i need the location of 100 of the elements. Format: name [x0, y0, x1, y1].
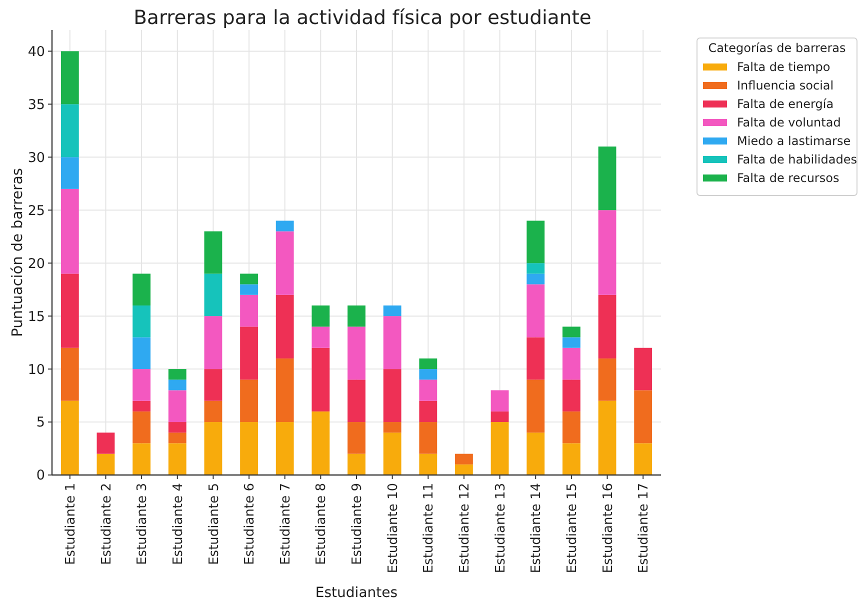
- x-tick-label: Estudiante 7: [278, 483, 294, 565]
- bar: [276, 220, 294, 232]
- bar: [490, 422, 509, 475]
- bar: [562, 411, 580, 444]
- x-tick-label: Estudiante 6: [242, 483, 258, 565]
- bar: [562, 326, 580, 338]
- bar: [312, 305, 330, 327]
- bar: [204, 400, 222, 422]
- bar: [348, 422, 366, 454]
- bar: [204, 231, 222, 274]
- bar: [526, 220, 545, 264]
- y-tick-label: 25: [28, 202, 45, 219]
- x-tick-label: Estudiante 9: [350, 483, 366, 565]
- bar: [526, 337, 545, 380]
- x-tick-label: Estudiante 5: [206, 483, 222, 565]
- bar: [132, 400, 151, 412]
- bar: [132, 305, 151, 338]
- legend-label: Falta de voluntad: [737, 116, 841, 130]
- bar: [634, 390, 652, 444]
- bar: [419, 369, 438, 380]
- bar: [60, 188, 79, 274]
- legend-label: Falta de energía: [737, 97, 834, 112]
- bar: [562, 337, 580, 348]
- x-tick-label: Estudiante 2: [99, 483, 114, 565]
- y-tick-label: 30: [28, 150, 45, 166]
- y-tick-label: 40: [28, 44, 45, 60]
- bar: [276, 231, 294, 295]
- bar: [312, 411, 330, 475]
- bar: [526, 274, 545, 284]
- x-tick-label: Estudiante 12: [458, 483, 473, 574]
- bar: [598, 146, 616, 210]
- legend-label: Falta de habilidades: [737, 152, 857, 167]
- bar: [204, 422, 222, 475]
- bar: [60, 400, 79, 475]
- y-tick-label: 15: [28, 308, 45, 325]
- bar: [562, 380, 580, 412]
- y-axis-title: Puntuación de barreras: [10, 168, 26, 337]
- bar: [419, 358, 438, 370]
- bar: [132, 443, 151, 475]
- x-tick-label: Estudiante 11: [422, 483, 437, 574]
- bar: [598, 400, 616, 475]
- bar: [168, 422, 186, 433]
- bar: [240, 274, 258, 284]
- bar: [348, 380, 366, 422]
- x-axis-title: Estudiantes: [315, 585, 398, 601]
- x-tick-label: Estudiante 4: [170, 483, 186, 565]
- x-tick-label: Estudiante 13: [493, 483, 508, 574]
- bar: [526, 380, 545, 433]
- bar: [383, 316, 402, 370]
- bar: [132, 274, 151, 306]
- bar: [60, 51, 79, 104]
- bar: [455, 454, 473, 464]
- bar: [60, 274, 79, 348]
- bar: [526, 263, 545, 274]
- bar: [526, 432, 545, 475]
- bar: [383, 432, 402, 475]
- legend-title: Categorías de barreras: [708, 41, 846, 56]
- bar: [634, 443, 652, 475]
- legend-label: Falta de tiempo: [737, 60, 830, 74]
- y-tick-label: 5: [36, 414, 45, 431]
- bar: [168, 432, 186, 444]
- bar: [526, 284, 545, 338]
- bar: [312, 326, 330, 348]
- x-tick-label: Estudiante 3: [135, 483, 150, 565]
- bar: [240, 294, 258, 327]
- legend-label: Influencia social: [737, 78, 834, 93]
- x-tick-label: Estudiante 14: [529, 483, 544, 574]
- legend-label: Miedo a lastimarse: [737, 134, 851, 148]
- bar: [132, 411, 151, 444]
- bar: [240, 422, 258, 475]
- bar: [348, 305, 366, 327]
- bar: [132, 337, 151, 370]
- bar: [204, 369, 222, 401]
- y-tick-label: 35: [28, 96, 45, 113]
- bar: [562, 443, 580, 475]
- bar: [419, 422, 438, 454]
- bar: [490, 390, 509, 412]
- y-tick-label: 0: [36, 468, 45, 484]
- bar: [383, 422, 402, 433]
- x-tick-label: Estudiante 16: [600, 483, 616, 574]
- bar: [634, 348, 652, 390]
- bar: [383, 369, 402, 422]
- x-tick-label: Estudiante 8: [314, 483, 330, 565]
- bar: [419, 400, 438, 422]
- bar: [276, 422, 294, 475]
- bar: [598, 210, 616, 295]
- x-tick-label: Estudiante 1: [63, 483, 78, 565]
- bar: [96, 432, 115, 454]
- bar: [168, 443, 186, 475]
- x-tick-label: Estudiante 15: [564, 483, 580, 574]
- bar: [168, 390, 186, 422]
- bar: [240, 380, 258, 422]
- bar: [96, 454, 115, 475]
- bar: [419, 380, 438, 401]
- bar: [455, 464, 473, 475]
- bar: [204, 274, 222, 316]
- bar: [168, 369, 186, 380]
- bar: [60, 104, 79, 158]
- bar: [276, 294, 294, 358]
- bar: [348, 326, 366, 380]
